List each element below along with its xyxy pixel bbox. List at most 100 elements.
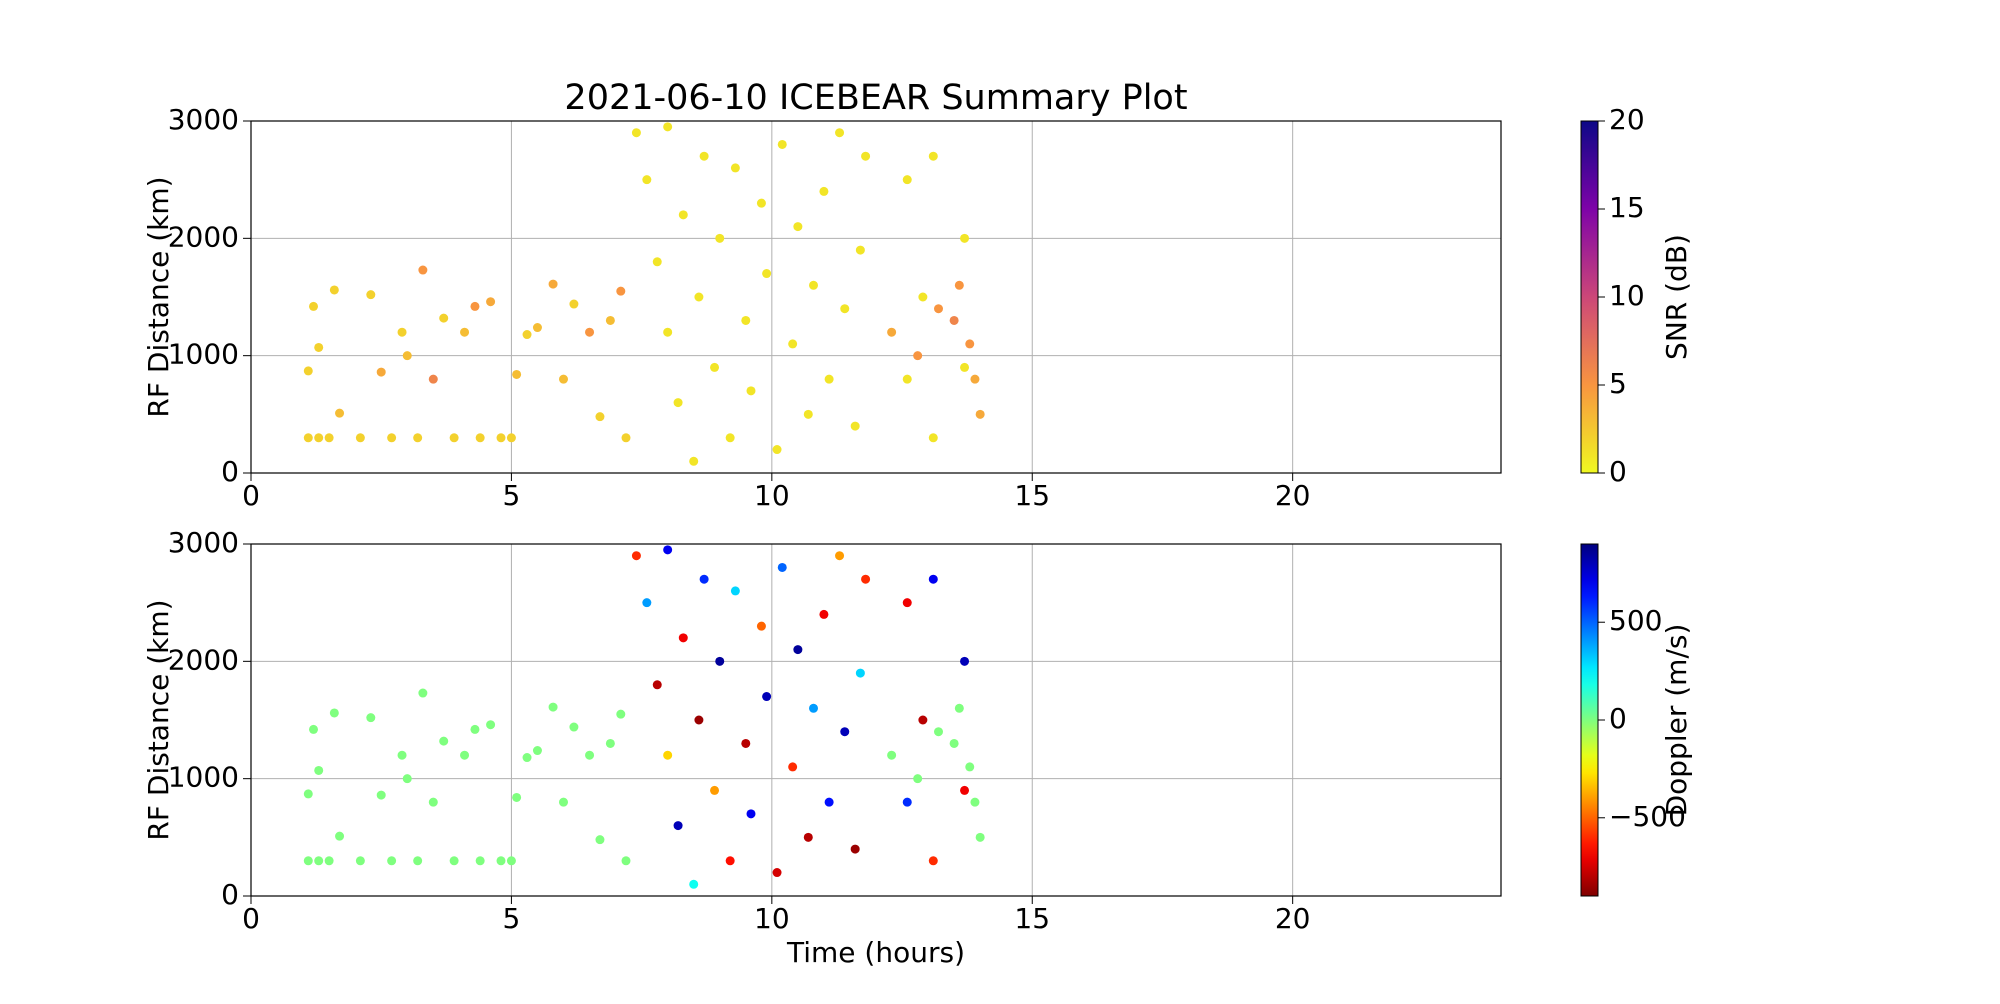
scatter-point — [663, 545, 673, 555]
scatter-point — [913, 774, 923, 784]
scatter-point — [960, 656, 970, 666]
scatter-point — [689, 879, 699, 889]
scatter-point — [642, 175, 652, 185]
scatter-point — [355, 856, 365, 866]
scatter-point — [741, 315, 751, 325]
colorbar — [1580, 120, 1599, 474]
scatter-point — [918, 715, 928, 725]
scatter-point — [309, 301, 318, 311]
scatter-point — [793, 222, 803, 232]
scatter-point — [694, 715, 704, 725]
x-axis-label: Time (hours) — [786, 936, 965, 969]
scatter-point — [663, 750, 673, 760]
plot-frame — [250, 120, 1502, 474]
scatter-point — [777, 139, 787, 149]
x-tick-label: 5 — [503, 479, 521, 512]
x-tick-label: 10 — [754, 479, 790, 512]
scatter-point — [762, 269, 772, 279]
scatter-point — [449, 856, 459, 866]
scatter-point — [428, 374, 438, 384]
scatter-point — [418, 265, 428, 275]
scatter-point — [631, 551, 641, 561]
scatter-point — [652, 257, 662, 267]
y-tick-label: 1000 — [168, 761, 239, 794]
x-tick-label: 10 — [754, 902, 790, 935]
scatter-point — [559, 374, 568, 384]
colorbar-tick-label: 0 — [1609, 702, 1627, 735]
scatter-point — [329, 708, 339, 718]
x-tick-label: 20 — [1275, 902, 1311, 935]
scatter-point — [585, 750, 595, 760]
scatter-point — [809, 703, 818, 713]
scatter-point — [803, 832, 813, 842]
scatter-point — [559, 797, 568, 807]
scatter-point — [902, 598, 912, 608]
scatter-point — [512, 369, 522, 379]
scatter-point — [678, 210, 688, 220]
colorbar-tick-label: 10 — [1609, 279, 1645, 312]
scatter-point — [387, 856, 397, 866]
scatter-point — [303, 856, 313, 866]
scatter-point — [376, 790, 386, 800]
scatter-point — [397, 750, 407, 760]
scatter-point — [788, 762, 798, 772]
scatter-point — [314, 856, 324, 866]
scatter-point — [621, 433, 631, 443]
scatter-point — [934, 727, 943, 737]
scatter-point — [673, 821, 683, 831]
scatter-point — [861, 574, 871, 584]
scatter-point — [809, 280, 818, 290]
scatter-point — [314, 433, 324, 443]
colorbar-tick-label: −500 — [1609, 800, 1686, 833]
scatter-point — [699, 574, 709, 584]
scatter-point — [934, 304, 943, 314]
scatter-point — [475, 433, 485, 443]
scatter-point — [715, 656, 725, 666]
scatter-point — [460, 327, 470, 337]
scatter-point — [397, 327, 407, 337]
scatter-point — [902, 175, 912, 185]
scatter-point — [835, 128, 845, 138]
scatter-point — [725, 433, 735, 443]
scatter-point — [960, 785, 970, 795]
scatter-point — [756, 621, 766, 631]
colorbar-tick-label: 500 — [1609, 604, 1662, 637]
scatter-point — [710, 362, 720, 372]
scatter-point — [355, 433, 365, 443]
colorbar-tick-label: 5 — [1609, 367, 1627, 400]
scatter-point — [486, 720, 496, 730]
scatter-point — [621, 856, 631, 866]
scatter-point — [605, 738, 615, 748]
scatter-point — [730, 586, 740, 596]
scatter-point — [970, 797, 980, 807]
scatter-point — [309, 724, 318, 734]
scatter-point — [777, 562, 787, 572]
scatter-point — [855, 668, 865, 678]
scatter-point — [366, 290, 376, 300]
scatter-point — [741, 738, 751, 748]
scatter-point — [402, 774, 412, 784]
scatter-point — [314, 342, 324, 352]
y-tick-label: 2000 — [168, 643, 239, 676]
colorbar — [1580, 543, 1599, 897]
colorbar-tick-label: 0 — [1609, 455, 1627, 488]
scatter-point — [840, 727, 850, 737]
x-tick-label: 20 — [1275, 479, 1311, 512]
scatter-point — [663, 327, 673, 337]
scatter-point — [788, 339, 798, 349]
scatter-point — [522, 753, 532, 763]
y-tick-label: 3000 — [168, 103, 239, 136]
scatter-point — [512, 792, 522, 802]
scatter-point — [975, 832, 985, 842]
scatter-point — [710, 785, 720, 795]
scatter-point — [746, 809, 756, 819]
scatter-point — [616, 286, 626, 296]
scatter-point — [678, 633, 688, 643]
scatter-point — [303, 433, 313, 443]
scatter-point — [960, 233, 970, 243]
scatter-point — [824, 797, 834, 807]
scatter-point — [329, 285, 339, 295]
scatter-point — [746, 386, 756, 396]
x-tick-label: 5 — [503, 902, 521, 935]
scatter-point — [569, 299, 579, 309]
